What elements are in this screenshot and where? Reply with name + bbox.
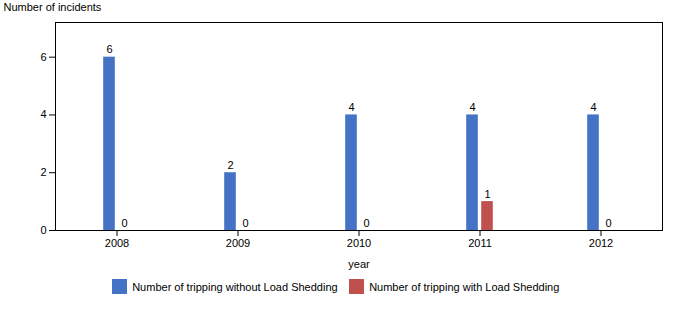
html-text:Number of tripping with Load S: Number of tripping with Load Shedding bbox=[369, 280, 560, 293]
svg-text:2: 2 bbox=[40, 166, 46, 178]
svg-text:1: 1 bbox=[484, 188, 490, 200]
svg-text:0: 0 bbox=[40, 224, 46, 236]
svg-text:2010: 2010 bbox=[347, 237, 371, 249]
svg-text:2012: 2012 bbox=[589, 237, 613, 249]
svg-text:Number of incidents: Number of incidents bbox=[4, 1, 102, 13]
svg-text:2009: 2009 bbox=[226, 237, 250, 249]
svg-text:6: 6 bbox=[106, 43, 112, 55]
svg-text:0: 0 bbox=[121, 217, 127, 229]
svg-text:year: year bbox=[348, 258, 370, 270]
svg-text:0: 0 bbox=[242, 217, 248, 229]
svg-text:4: 4 bbox=[469, 101, 475, 113]
svg-text:4: 4 bbox=[348, 101, 354, 113]
svg-text:4: 4 bbox=[40, 108, 46, 120]
html-text:Number of tripping without Loa: Number of tripping without Load Shedding bbox=[132, 280, 338, 293]
svg-text:0: 0 bbox=[363, 217, 369, 229]
svg-text:0: 0 bbox=[605, 217, 611, 229]
svg-text:6: 6 bbox=[40, 51, 46, 63]
svg-text:2: 2 bbox=[227, 159, 233, 171]
svg-text:4: 4 bbox=[590, 101, 596, 113]
svg-text:2008: 2008 bbox=[105, 237, 129, 249]
svg-text:2011: 2011 bbox=[468, 237, 492, 249]
